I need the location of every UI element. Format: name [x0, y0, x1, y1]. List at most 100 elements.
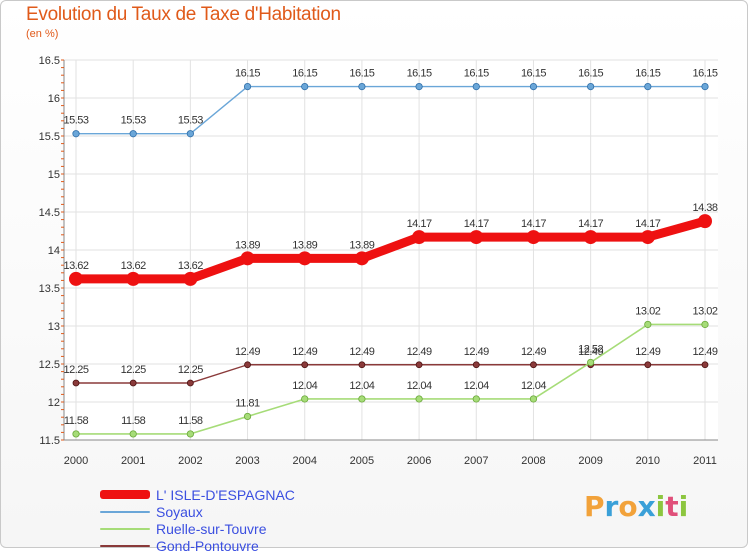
series-line-gond-pontouvre: [75, 364, 706, 384]
data-label-ruelle-sur-touvre: 11.58: [178, 415, 203, 427]
y-tick-label: 14.5: [39, 207, 60, 219]
logo-letter: t: [665, 490, 679, 523]
data-point-soyaux: [701, 83, 709, 91]
data-point-soyaux: [358, 83, 366, 91]
data-point-l-isle-d-espagnac: [412, 230, 427, 245]
data-label-l-isle-d-espagnac: 14.17: [464, 218, 489, 230]
series-line-ruelle-sur-touvre: [75, 323, 706, 435]
legend-item-ruelle-sur-touvre: Ruelle-sur-Touvre: [100, 520, 295, 537]
data-label-gond-pontouvre: 12.49: [349, 346, 374, 358]
legend-label: Gond-Pontouvre: [156, 537, 259, 554]
data-label-ruelle-sur-touvre: 12.04: [349, 380, 374, 392]
data-label-l-isle-d-espagnac: 13.62: [178, 260, 203, 272]
y-tick-label: 16: [48, 93, 60, 105]
data-label-gond-pontouvre: 12.49: [521, 346, 546, 358]
data-point-ruelle-sur-touvre: [701, 320, 709, 329]
data-point-l-isle-d-espagnac: [183, 271, 198, 286]
data-point-ruelle-sur-touvre: [415, 395, 423, 403]
data-label-soyaux: 16.15: [521, 68, 546, 80]
data-point-ruelle-sur-touvre: [243, 412, 252, 421]
data-point-gond-pontouvre: [72, 379, 80, 387]
data-point-soyaux: [72, 130, 80, 138]
data-point-gond-pontouvre: [186, 379, 194, 387]
data-label-soyaux: 16.15: [578, 68, 603, 80]
x-tick-label: 2001: [121, 455, 145, 467]
data-label-l-isle-d-espagnac: 14.17: [521, 218, 546, 230]
chart-legend: L' ISLE-D'ESPAGNAC Soyaux Ruelle-sur-Touvr…: [100, 486, 295, 554]
logo-letter: i: [678, 490, 689, 523]
data-point-gond-pontouvre: [701, 361, 709, 369]
data-label-soyaux: 16.15: [407, 68, 432, 80]
data-label-soyaux: 16.15: [292, 68, 317, 80]
data-label-soyaux: 15.53: [178, 115, 203, 127]
data-label-soyaux: 15.53: [121, 115, 146, 127]
data-label-soyaux: 16.15: [235, 68, 260, 80]
data-label-l-isle-d-espagnac: 13.89: [292, 239, 317, 251]
legend-label: Ruelle-sur-Touvre: [156, 520, 267, 537]
data-label-l-isle-d-espagnac: 14.38: [692, 202, 717, 214]
x-tick-label: 2008: [521, 455, 545, 467]
legend-label: L' ISLE-D'ESPAGNAC: [156, 486, 295, 503]
data-point-l-isle-d-espagnac: [240, 251, 255, 266]
data-point-ruelle-sur-touvre: [129, 430, 137, 438]
data-label-soyaux: 16.15: [635, 68, 660, 80]
data-point-ruelle-sur-touvre: [529, 395, 538, 403]
x-tick-label: 2009: [578, 455, 602, 467]
series-line-l-isle-d-espagnac: [71, 216, 710, 284]
logo-letter: x: [637, 490, 656, 523]
logo-letter: o: [618, 490, 638, 523]
legend-item-l-isle-d-espagnac: L' ISLE-D'ESPAGNAC: [100, 486, 295, 503]
data-label-gond-pontouvre: 12.49: [464, 346, 489, 358]
logo-letter: r: [604, 490, 619, 523]
data-label-l-isle-d-espagnac: 13.62: [121, 260, 146, 272]
data-point-l-isle-d-espagnac: [69, 271, 83, 286]
data-point-ruelle-sur-touvre: [644, 320, 652, 329]
data-label-gond-pontouvre: 12.49: [578, 346, 603, 358]
data-label-l-isle-d-espagnac: 13.62: [63, 260, 88, 272]
data-point-gond-pontouvre: [358, 361, 366, 369]
data-point-ruelle-sur-touvre: [587, 358, 595, 367]
data-point-soyaux: [186, 130, 194, 138]
data-point-soyaux: [472, 83, 480, 91]
data-point-ruelle-sur-touvre: [186, 430, 194, 438]
data-label-gond-pontouvre: 12.49: [635, 346, 660, 358]
data-label-ruelle-sur-touvre: 12.52: [578, 343, 603, 355]
data-point-l-isle-d-espagnac: [640, 230, 655, 245]
data-point-soyaux: [243, 83, 252, 91]
y-tick-label: 13: [48, 321, 60, 333]
data-point-ruelle-sur-touvre: [72, 430, 80, 438]
data-point-gond-pontouvre: [644, 361, 652, 369]
data-point-l-isle-d-espagnac: [469, 230, 484, 245]
legend-label: Soyaux: [156, 503, 203, 520]
data-label-ruelle-sur-touvre: 13.02: [635, 305, 660, 317]
data-point-soyaux: [129, 130, 137, 138]
data-point-l-isle-d-espagnac: [354, 251, 369, 266]
legend-swatch: [100, 544, 150, 547]
data-label-soyaux: 16.15: [464, 68, 489, 80]
data-label-l-isle-d-espagnac: 13.89: [349, 239, 374, 251]
data-point-gond-pontouvre: [530, 361, 537, 369]
legend-swatch: [100, 527, 150, 530]
data-point-ruelle-sur-touvre: [301, 395, 309, 403]
data-point-ruelle-sur-touvre: [472, 395, 480, 403]
y-tick-label: 13.5: [39, 283, 60, 295]
data-point-gond-pontouvre: [129, 379, 137, 387]
x-tick-label: 2000: [64, 455, 88, 467]
y-tick-label: 11.5: [39, 435, 60, 447]
data-point-l-isle-d-espagnac: [526, 230, 541, 245]
data-point-soyaux: [415, 83, 423, 91]
data-label-gond-pontouvre: 12.49: [292, 346, 317, 358]
x-tick-label: 2010: [636, 455, 660, 467]
data-label-ruelle-sur-touvre: 12.04: [464, 380, 489, 392]
data-label-soyaux: 16.15: [692, 68, 717, 80]
data-point-gond-pontouvre: [415, 361, 423, 369]
logo-letter: i: [655, 490, 666, 523]
data-label-ruelle-sur-touvre: 11.58: [64, 415, 89, 427]
proxiti-logo: Proxiti: [584, 490, 688, 523]
data-point-l-isle-d-espagnac: [583, 230, 598, 245]
data-label-gond-pontouvre: 12.49: [692, 346, 717, 358]
x-tick-label: 2003: [235, 455, 259, 467]
data-point-soyaux: [587, 83, 595, 91]
y-tick-label: 15: [48, 169, 60, 181]
